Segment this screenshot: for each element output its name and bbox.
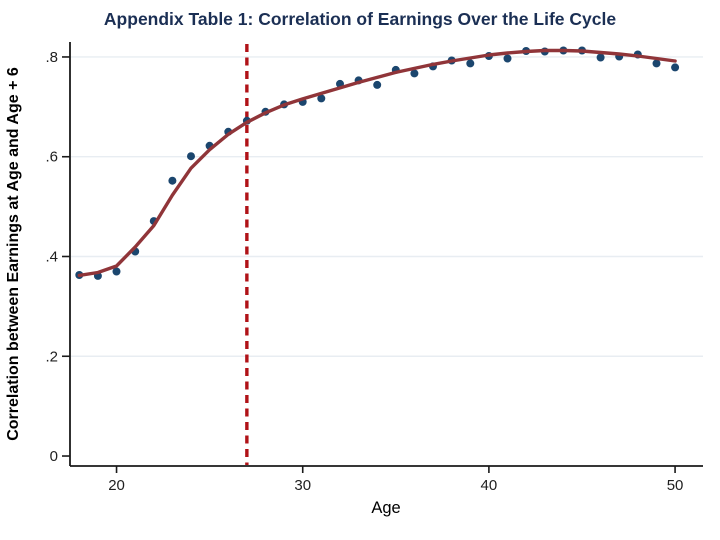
scatter-point: [373, 80, 382, 89]
scatter-point: [466, 59, 475, 68]
x-tick-label: 30: [294, 477, 311, 494]
scatter-point: [652, 59, 661, 68]
y-tick-label: .2: [45, 348, 58, 365]
y-tick-label: .4: [45, 248, 58, 265]
scatter-point: [410, 69, 419, 78]
scatter-point: [112, 267, 121, 276]
axes: 0 .2 .4 .6 .8 20 30 40 50: [45, 42, 703, 494]
y-axis-title: Correlation between Earnings at Age and …: [5, 67, 22, 441]
chart-title: Appendix Table 1: Correlation of Earning…: [104, 9, 616, 29]
x-axis-title: Age: [371, 499, 400, 517]
lowess-fit-line: [77, 48, 677, 278]
scatter-point: [168, 176, 177, 185]
data-layer: [75, 46, 680, 280]
y-tick-label: 0: [50, 448, 58, 465]
scatter-point: [503, 54, 512, 63]
scatter-point: [596, 53, 605, 62]
scatter-point: [317, 94, 326, 103]
x-tick-label: 20: [108, 477, 125, 494]
scatter-point: [187, 152, 195, 161]
y-tick-label: .6: [45, 149, 58, 166]
x-tick-label: 40: [481, 477, 498, 494]
y-tick-label: .8: [45, 49, 58, 66]
scatter-point: [671, 63, 680, 72]
x-tick-label: 50: [667, 477, 684, 494]
